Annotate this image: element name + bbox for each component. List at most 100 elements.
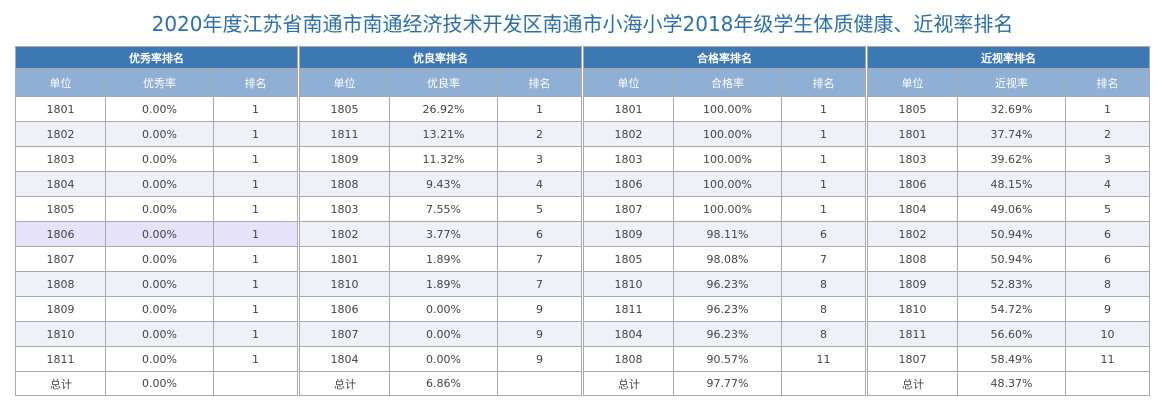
table-row[interactable]: 1806 100.00% 1 [583,171,867,197]
unit-cell: 1801 [15,96,106,122]
rank-cell: 7 [496,271,583,297]
rank-cell: 1 [212,121,299,147]
table-row[interactable]: 1801 37.74% 2 [867,121,1151,147]
table-row[interactable]: 1804 0.00% 9 [299,346,583,372]
total-rate: 6.86% [389,371,498,396]
table-row[interactable]: 1807 100.00% 1 [583,196,867,222]
rank-cell: 3 [496,146,583,172]
table-row[interactable]: 1808 50.94% 6 [867,246,1151,272]
total-row: 总计 97.77% [583,371,867,396]
table-row[interactable]: 1802 3.77% 6 [299,221,583,247]
table-row[interactable]: 1804 49.06% 5 [867,196,1151,222]
table-row[interactable]: 1802 0.00% 1 [15,121,299,147]
table-row[interactable]: 1801 0.00% 1 [15,96,299,122]
total-row: 总计 0.00% [15,371,299,396]
table-row[interactable]: 1801 100.00% 1 [583,96,867,122]
table-row[interactable]: 1809 0.00% 1 [15,296,299,322]
column-header[interactable]: 合格率 [673,68,782,97]
table-row[interactable]: 1807 0.00% 1 [15,246,299,272]
column-header[interactable]: 排名 [780,68,867,97]
pass-rank-table: 合格率排名 单位 合格率 排名 1801 100.00% 1 1802 100.00% 1… [582,46,867,396]
table-row[interactable]: 1802 100.00% 1 [583,121,867,147]
total-rate: 0.00% [105,371,214,396]
table-row[interactable]: 1807 58.49% 11 [867,346,1151,372]
table-row[interactable]: 1808 90.57% 11 [583,346,867,372]
table-row[interactable]: 1810 54.72% 9 [867,296,1151,322]
rate-cell: 98.11% [673,221,782,247]
table-row[interactable]: 1801 1.89% 7 [299,246,583,272]
rate-cell: 50.94% [957,246,1066,272]
table-row[interactable]: 1805 98.08% 7 [583,246,867,272]
table-row[interactable]: 1806 0.00% 9 [299,296,583,322]
table-row[interactable]: 1805 0.00% 1 [15,196,299,222]
rate-cell: 37.74% [957,121,1066,147]
unit-cell: 1806 [15,221,106,247]
table-row[interactable]: 1811 96.23% 8 [583,296,867,322]
column-header[interactable]: 单位 [15,68,106,97]
rank-cell: 1 [212,321,299,347]
column-header[interactable]: 优秀率 [105,68,214,97]
rank-cell: 8 [780,321,867,347]
table-row[interactable]: 1802 50.94% 6 [867,221,1151,247]
table-row[interactable]: 1805 26.92% 1 [299,96,583,122]
table-row[interactable]: 1809 11.32% 3 [299,146,583,172]
unit-cell: 1809 [15,296,106,322]
rate-cell: 0.00% [105,96,214,122]
table-row[interactable]: 1803 7.55% 5 [299,196,583,222]
table-row[interactable]: 1805 32.69% 1 [867,96,1151,122]
table-row[interactable]: 1811 56.60% 10 [867,321,1151,347]
rate-cell: 0.00% [105,346,214,372]
unit-cell: 1805 [15,196,106,222]
unit-cell: 1811 [583,296,674,322]
page-title: 2020年度江苏省南通市南通经济技术开发区南通市小海小学2018年级学生体质健康… [151,12,1014,36]
table-row[interactable]: 1808 0.00% 1 [15,271,299,297]
table-row[interactable]: 1803 100.00% 1 [583,146,867,172]
rate-cell: 56.60% [957,321,1066,347]
rate-cell: 0.00% [105,146,214,172]
table-row[interactable]: 1810 96.23% 8 [583,271,867,297]
table-row[interactable]: 1809 52.83% 8 [867,271,1151,297]
column-header[interactable]: 排名 [1064,68,1151,97]
rate-cell: 1.89% [389,246,498,272]
table-row[interactable]: 1807 0.00% 9 [299,321,583,347]
unit-cell: 1807 [15,246,106,272]
rate-cell: 90.57% [673,346,782,372]
rate-cell: 0.00% [105,171,214,197]
column-header[interactable]: 排名 [212,68,299,97]
table-row[interactable]: 1803 39.62% 3 [867,146,1151,172]
total-rate: 48.37% [957,371,1066,396]
rank-cell: 8 [1064,271,1151,297]
rank-cell: 1 [212,346,299,372]
unit-cell: 1810 [583,271,674,297]
table-row[interactable]: 1810 1.89% 7 [299,271,583,297]
table-row[interactable]: 1803 0.00% 1 [15,146,299,172]
column-header[interactable]: 单位 [299,68,390,97]
rank-cell: 1 [212,246,299,272]
column-header[interactable]: 优良率 [389,68,498,97]
table-row[interactable]: 1804 0.00% 1 [15,171,299,197]
table-row[interactable]: 1804 96.23% 8 [583,321,867,347]
unit-cell: 1808 [867,246,958,272]
rank-cell: 1 [212,171,299,197]
rank-cell: 1 [780,171,867,197]
rate-cell: 13.21% [389,121,498,147]
table-row[interactable]: 1808 9.43% 4 [299,171,583,197]
unit-cell: 1806 [867,171,958,197]
column-header[interactable]: 近视率 [957,68,1066,97]
total-rank [212,371,299,396]
unit-cell: 1803 [15,146,106,172]
rate-cell: 0.00% [389,321,498,347]
rate-cell: 52.83% [957,271,1066,297]
total-label: 总计 [15,371,106,396]
rate-cell: 0.00% [105,121,214,147]
table-row[interactable]: 1810 0.00% 1 [15,321,299,347]
column-header[interactable]: 单位 [583,68,674,97]
table-row[interactable]: 1806 0.00% 1 [15,221,299,247]
total-row: 总计 6.86% [299,371,583,396]
table-row[interactable]: 1811 0.00% 1 [15,346,299,372]
table-row[interactable]: 1811 13.21% 2 [299,121,583,147]
table-row[interactable]: 1806 48.15% 4 [867,171,1151,197]
table-row[interactable]: 1809 98.11% 6 [583,221,867,247]
column-header[interactable]: 单位 [867,68,958,97]
column-header[interactable]: 排名 [496,68,583,97]
